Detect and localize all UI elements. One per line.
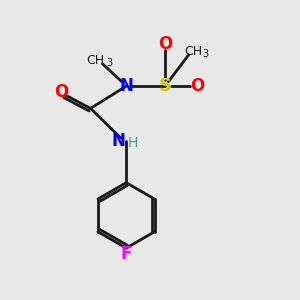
Text: S: S	[158, 77, 171, 95]
Text: 3: 3	[106, 58, 112, 68]
Text: H: H	[128, 136, 138, 150]
Text: N: N	[112, 132, 126, 150]
Text: O: O	[54, 83, 68, 101]
Text: CH: CH	[86, 54, 104, 67]
Text: F: F	[121, 245, 132, 263]
Text: O: O	[190, 77, 205, 95]
Text: 3: 3	[202, 49, 208, 59]
Text: N: N	[119, 77, 133, 95]
Text: CH: CH	[184, 45, 202, 58]
Text: O: O	[158, 35, 172, 53]
